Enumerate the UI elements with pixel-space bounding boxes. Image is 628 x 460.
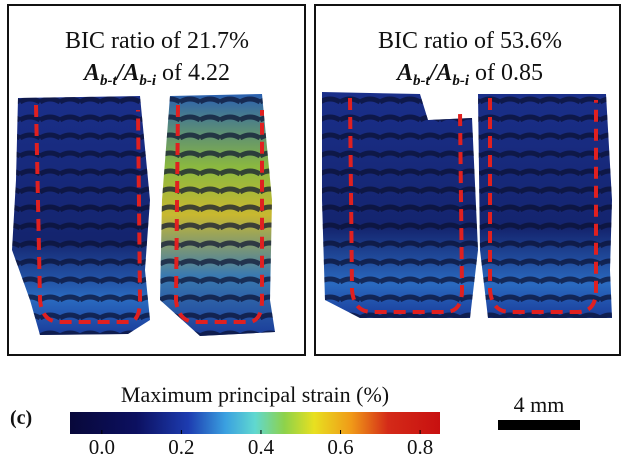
bic-label: BIC ratio of 53.6% — [378, 28, 562, 54]
colorbar-tick-label: 0.2 — [168, 435, 194, 459]
scale-bar-label: 4 mm — [514, 392, 565, 417]
strain-map — [12, 94, 275, 336]
bic-label: BIC ratio of 21.7% — [65, 28, 249, 54]
colorbar-title: Maximum principal strain (%) — [121, 382, 389, 407]
figure: BIC ratio of 21.7% Ab-t/Ab-i of 4.22 BIC… — [0, 0, 628, 460]
colorbar-tick-label: 0.0 — [89, 435, 115, 459]
colorbar-tick-label: 0.6 — [327, 435, 353, 459]
colorbar-tick-label: 0.4 — [248, 435, 275, 459]
colorbar-ticks: 0.0 0.2 0.4 0.6 0.8 — [89, 430, 434, 459]
ratio-label: Ab-t/Ab-i of 0.85 — [395, 60, 543, 89]
page: BIC ratio of 21.7% Ab-t/Ab-i of 4.22 BIC… — [0, 0, 628, 460]
figure-label: (c) — [10, 407, 32, 429]
colorbar — [70, 412, 440, 434]
ratio-label: Ab-t/Ab-i of 4.22 — [82, 60, 230, 89]
strain-map — [322, 92, 612, 318]
scale-bar — [498, 420, 580, 430]
colorbar-tick-label: 0.8 — [407, 435, 433, 459]
